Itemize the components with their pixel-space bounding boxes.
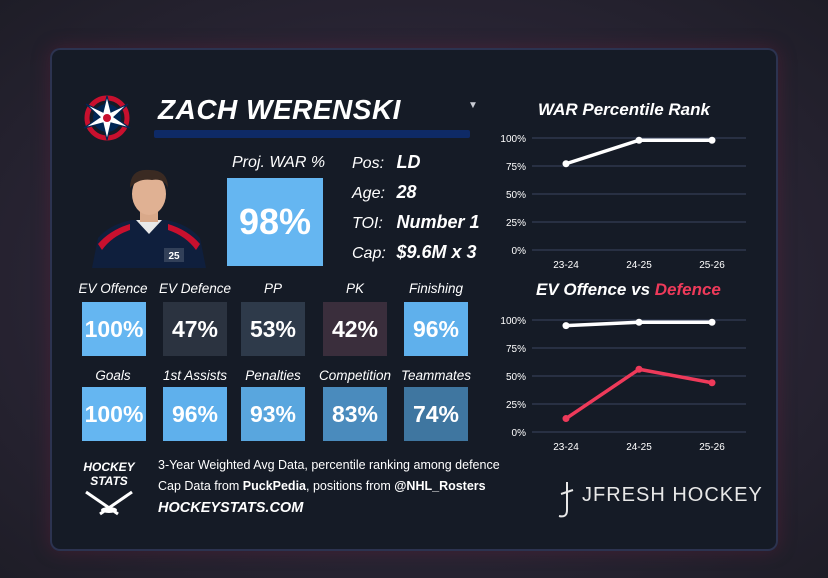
data-point	[562, 322, 570, 330]
jfresh-brand: JFRESH HOCKEY	[582, 484, 763, 506]
chart-title-ev: EV Offence vs Defence	[536, 280, 721, 299]
footer-line-2: Cap Data from PuckPedia, positions from …	[158, 479, 486, 493]
site-url[interactable]: HOCKEYSTATS.COM	[158, 500, 304, 516]
stat-box-1st-assists: 96%	[163, 387, 227, 441]
stat-box-goals: 100%	[82, 387, 146, 441]
hockeystats-logo: HOCKEY STATS	[83, 460, 136, 516]
x-tick-label: 24-25	[626, 442, 652, 450]
stat-box-ev-offence: 100%	[82, 302, 146, 356]
stat-box-competition: 83%	[323, 387, 387, 441]
x-tick-label: 23-24	[553, 442, 579, 450]
team-logo-icon	[83, 95, 131, 141]
stat-label-pp: PP	[263, 281, 282, 296]
info-toi: TOI: Number 1	[352, 212, 480, 232]
svg-text:HOCKEY: HOCKEY	[83, 460, 135, 474]
data-point	[562, 415, 570, 423]
chart-title-war: WAR Percentile Rank	[538, 100, 710, 119]
footer-line-1: 3-Year Weighted Avg Data, percentile ran…	[158, 458, 500, 472]
y-tick-label: 0%	[512, 428, 527, 439]
player-card: ZACH WERENSKI ▼ 25 Proj. WAR % 98% Pos: …	[50, 48, 778, 551]
x-tick-label: 25-26	[699, 442, 725, 450]
stat-label-finishing: Finishing	[408, 281, 464, 296]
x-tick-label: 24-25	[626, 260, 652, 268]
chevron-down-icon[interactable]: ▼	[468, 100, 478, 111]
y-tick-label: 25%	[506, 400, 526, 411]
stat-label-1st-assists: 1st Assists	[162, 368, 227, 383]
stat-label-goals: Goals	[95, 368, 131, 383]
series-line-0	[565, 138, 712, 166]
data-point	[708, 318, 716, 326]
jfresh-logo-icon	[558, 482, 574, 518]
proj-war-value: 98%	[227, 178, 323, 266]
svg-text:STATS: STATS	[90, 474, 128, 488]
y-tick-label: 50%	[506, 190, 526, 201]
y-tick-label: 50%	[506, 372, 526, 383]
data-point	[708, 379, 716, 387]
stat-label-ev-offence: EV Offence	[78, 281, 148, 296]
y-tick-label: 100%	[500, 134, 526, 145]
y-tick-label: 75%	[506, 162, 526, 173]
stat-box-pk: 42%	[323, 302, 387, 356]
player-name: ZACH WERENSKI	[158, 94, 401, 125]
name-underline	[154, 130, 470, 138]
stat-box-ev-defence: 47%	[163, 302, 227, 356]
data-point	[635, 318, 643, 326]
stat-label-penalties: Penalties	[245, 368, 301, 383]
jersey-number: 25	[168, 251, 180, 262]
stat-box-finishing: 96%	[404, 302, 468, 356]
info-pos: Pos: LD	[352, 152, 421, 172]
war-percentile-chart: 100% 75% 50% 25% 0% 23-24 24-25 25-26	[500, 134, 746, 268]
y-tick-label: 25%	[506, 218, 526, 229]
player-headshot: 25	[92, 169, 206, 268]
data-point	[635, 365, 643, 373]
data-point	[562, 160, 570, 168]
stat-box-pp: 53%	[241, 302, 305, 356]
series-line-1	[565, 367, 713, 421]
proj-war-label: Proj. WAR %	[232, 154, 326, 171]
stat-label-ev-defence: EV Defence	[158, 281, 232, 296]
stat-label-teammates: Teammates	[400, 368, 472, 383]
stat-label-competition: Competition	[318, 368, 392, 383]
data-point	[708, 136, 716, 144]
y-tick-label: 75%	[506, 344, 526, 355]
ev-offence-defence-chart: 100% 75% 50% 25% 0% 23-24 24-25 25-26	[500, 316, 746, 450]
stat-box-penalties: 93%	[241, 387, 305, 441]
y-tick-label: 100%	[500, 316, 526, 327]
stat-box-teammates: 74%	[404, 387, 468, 441]
x-tick-label: 25-26	[699, 260, 725, 268]
y-tick-label: 0%	[512, 246, 527, 257]
info-age: Age: 28	[352, 182, 417, 202]
data-point	[635, 136, 643, 144]
info-cap: Cap: $9.6M x 3	[352, 242, 477, 262]
stat-label-pk: PK	[345, 281, 364, 296]
x-tick-label: 23-24	[553, 260, 579, 268]
